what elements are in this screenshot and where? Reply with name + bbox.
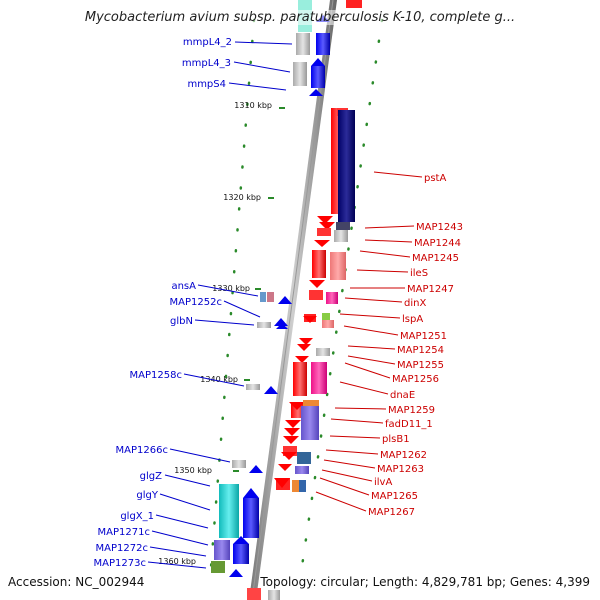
gene-label-ileS[interactable]: ileS [410, 268, 428, 279]
gene-label-MAP1273c[interactable]: MAP1273c [94, 558, 146, 569]
topology-text: Topology: circular; Length: 4,829,781 bp… [260, 575, 590, 589]
gene-block-MAP1272c [233, 544, 249, 564]
gene-block-fadD11_1 [301, 406, 319, 440]
gene-block-glgY [243, 498, 259, 538]
gene-label-glgX_1[interactable]: glgX_1 [120, 511, 154, 522]
gene-block-MAP1271c [214, 540, 230, 560]
right-labels: pstA MAP1243 MAP1244 MAP1245 ileS MAP124… [368, 173, 463, 518]
gene-label-pstA[interactable]: pstA [424, 173, 446, 184]
tick-label-1350: 1350 kbp [174, 466, 212, 475]
gene-label-mmpL4_2[interactable]: mmpL4_2 [183, 37, 232, 48]
gene-label-glbN[interactable]: glbN [170, 316, 193, 327]
gene-label-MAP1255[interactable]: MAP1255 [397, 360, 444, 371]
tick-label-1320: 1320 kbp [223, 193, 261, 202]
gene-label-mmpS4[interactable]: mmpS4 [187, 79, 226, 90]
gene-block-MAP1262 [297, 452, 311, 464]
gene-block-ansA [260, 292, 266, 302]
gene-label-MAP1272c[interactable]: MAP1272c [96, 543, 148, 554]
tick-label-1360: 1360 kbp [158, 557, 196, 566]
map-title: Mycobacterium avium subsp. paratuberculo… [0, 10, 600, 25]
gene-label-MAP1244[interactable]: MAP1244 [414, 238, 461, 249]
gene-label-MAP1266c[interactable]: MAP1266c [116, 445, 168, 456]
gene-label-lspA[interactable]: lspA [402, 314, 423, 325]
gene-block-ileS [312, 250, 326, 278]
gene-label-MAP1259[interactable]: MAP1259 [388, 405, 435, 416]
gene-label-MAP1251[interactable]: MAP1251 [400, 331, 447, 342]
gene-block-glbN [257, 322, 271, 328]
gene-label-plsB1[interactable]: plsB1 [382, 434, 410, 445]
gene-label-MAP1245[interactable]: MAP1245 [412, 253, 459, 264]
gene-label-dnaE[interactable]: dnaE [390, 390, 415, 401]
gene-label-MAP1262[interactable]: MAP1262 [380, 450, 427, 461]
left-leaders [147, 41, 293, 569]
gene-label-mmpL4_3[interactable]: mmpL4_3 [182, 58, 231, 69]
gene-block-dnaE [293, 362, 307, 396]
gene-block-MAP1266c [232, 460, 246, 468]
gene-label-MAP1265[interactable]: MAP1265 [371, 491, 418, 502]
gene-block-MAP1267 [292, 480, 299, 492]
gene-label-fadD11_1[interactable]: fadD11_1 [385, 419, 433, 430]
accession-text: Accession: NC_002944 [8, 575, 145, 589]
tick-label-1340: 1340 kbp [200, 375, 238, 384]
gene-block-MAP1273c [211, 561, 225, 573]
gene-block-glgZ [219, 484, 239, 538]
gene-block-dinX [326, 292, 338, 304]
gene-label-ansA[interactable]: ansA [171, 281, 196, 292]
gene-block-mmpL4_3 [293, 62, 307, 86]
gene-label-glgZ[interactable]: glgZ [140, 471, 162, 482]
gene-block-MAP1258c [246, 384, 260, 390]
gene-label-MAP1252c[interactable]: MAP1252c [170, 297, 222, 308]
left-labels: mmpL4_2 mmpL4_3 mmpS4 ansA MAP1252c glbN… [94, 37, 232, 569]
gene-label-MAP1267[interactable]: MAP1267 [368, 507, 415, 518]
gene-label-MAP1256[interactable]: MAP1256 [392, 374, 439, 385]
gene-label-MAP1263[interactable]: MAP1263 [377, 464, 424, 475]
gene-block-mmpL4_2-rev [316, 33, 330, 55]
gene-label-MAP1243[interactable]: MAP1243 [416, 222, 463, 233]
gene-block-mmpL4_3-rev [311, 66, 325, 88]
right-leaders [315, 171, 423, 512]
scale-ticks [219, 107, 285, 563]
gene-block-lspA [322, 313, 330, 321]
genome-backbone [249, 0, 337, 600]
tick-label-1310: 1310 kbp [234, 101, 272, 110]
gene-label-MAP1271c[interactable]: MAP1271c [98, 527, 150, 538]
tick-label-1330: 1330 kbp [212, 284, 250, 293]
gene-label-dinX[interactable]: dinX [404, 298, 426, 309]
gene-label-glgY[interactable]: glgY [136, 490, 158, 501]
gene-block-pstA-2 [338, 110, 355, 222]
forward-strand-features [247, 0, 362, 600]
gene-label-MAP1254[interactable]: MAP1254 [397, 345, 444, 356]
gene-label-MAP1258c[interactable]: MAP1258c [130, 370, 182, 381]
gene-label-MAP1247[interactable]: MAP1247 [407, 284, 454, 295]
gene-arrow-mmpS4 [309, 89, 323, 96]
gene-block-mmpL4_2 [296, 33, 310, 55]
gene-label-ilvA[interactable]: ilvA [374, 477, 392, 488]
